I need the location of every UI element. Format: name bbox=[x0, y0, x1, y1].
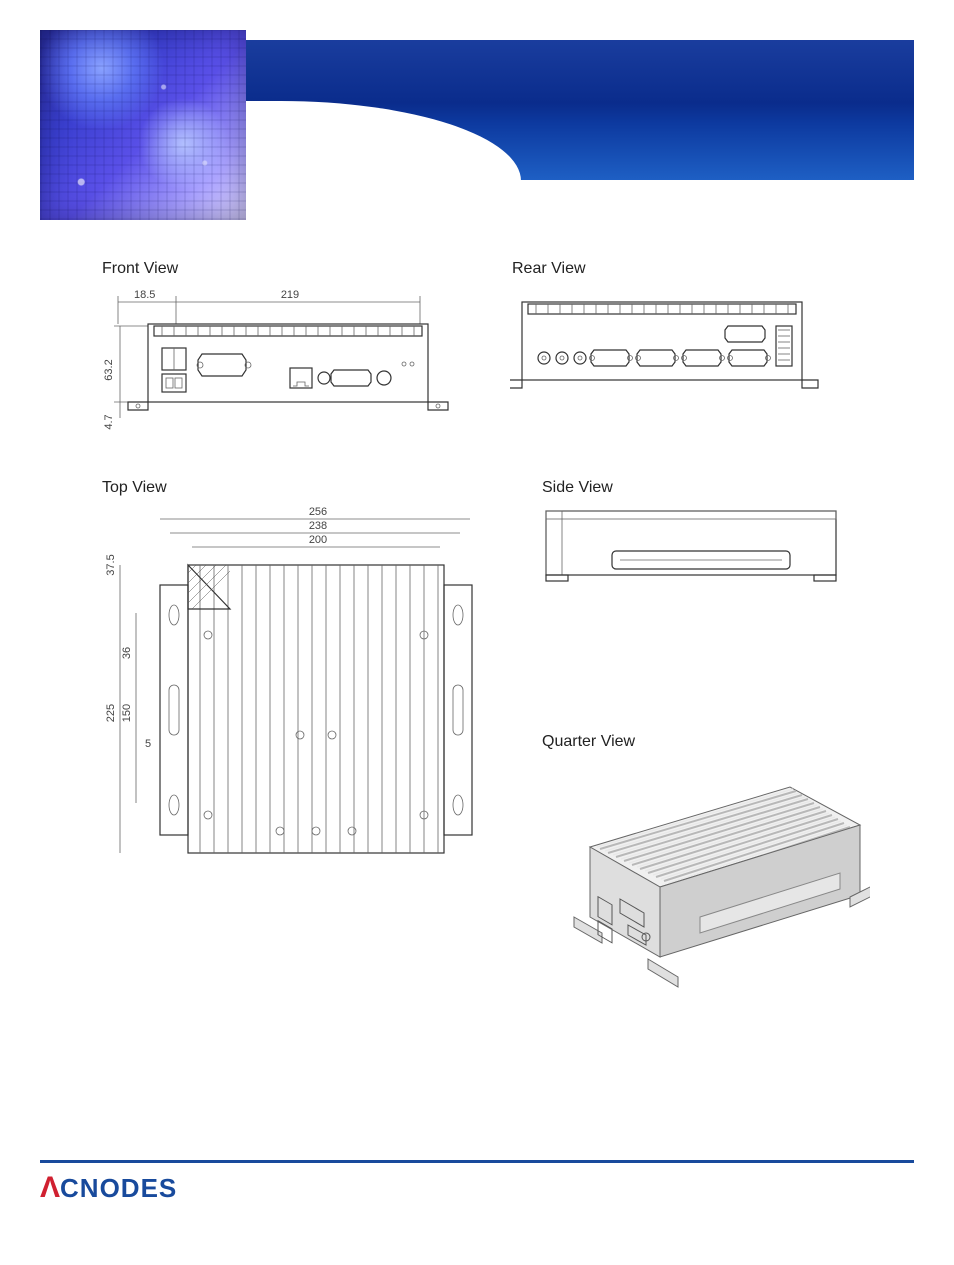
front-view-label: Front View bbox=[102, 260, 450, 278]
brand-logo: Λ CNODES bbox=[40, 1171, 914, 1205]
dim-225: 225 bbox=[105, 704, 117, 722]
page: Front View 219 18.5 63.2 bbox=[0, 30, 954, 1265]
footer-rule: Λ CNODES bbox=[40, 1160, 914, 1205]
brand-caret-icon: Λ bbox=[40, 1171, 61, 1205]
top-view-drawing: 256 238 200 37.5 225 150 36 5 bbox=[100, 503, 480, 868]
dim-37-5: 37.5 bbox=[105, 554, 117, 575]
dim-4-7: 4.7 bbox=[103, 414, 115, 429]
row-top-side: Top View 256 238 200 37.5 225 150 36 5 bbox=[100, 479, 894, 1032]
header-banner bbox=[40, 30, 914, 220]
row-front-rear: Front View 219 18.5 63.2 bbox=[100, 260, 894, 449]
dim-200: 200 bbox=[309, 534, 327, 546]
rear-view-block: Rear View bbox=[510, 260, 820, 409]
top-view-block: Top View 256 238 200 37.5 225 150 36 5 bbox=[100, 479, 480, 873]
dim-36: 36 bbox=[121, 647, 133, 659]
top-fins bbox=[200, 565, 438, 853]
front-fin-strip bbox=[154, 326, 422, 336]
front-view-block: Front View 219 18.5 63.2 bbox=[100, 260, 450, 449]
dim-63-2: 63.2 bbox=[103, 359, 115, 380]
dim-5: 5 bbox=[145, 738, 151, 750]
dim-150: 150 bbox=[121, 704, 133, 722]
rear-view-label: Rear View bbox=[512, 260, 820, 278]
content: Front View 219 18.5 63.2 bbox=[0, 220, 954, 1032]
side-view-label: Side View bbox=[542, 479, 870, 497]
side-view-drawing bbox=[540, 503, 850, 593]
dim-219: 219 bbox=[281, 289, 299, 301]
dim-256: 256 bbox=[309, 506, 327, 518]
quarter-view-drawing bbox=[540, 757, 870, 1027]
rear-view-drawing bbox=[510, 284, 820, 404]
quarter-view-label: Quarter View bbox=[542, 733, 870, 751]
banner-photo bbox=[40, 30, 246, 220]
side-quarter-column: Side View Quarter View bbox=[540, 479, 870, 1032]
top-view-label: Top View bbox=[102, 479, 480, 497]
front-view-drawing: 219 18.5 63.2 4.7 bbox=[100, 284, 450, 444]
dim-18-5: 18.5 bbox=[134, 289, 155, 301]
brand-name: CNODES bbox=[60, 1173, 177, 1204]
dim-238: 238 bbox=[309, 520, 327, 532]
